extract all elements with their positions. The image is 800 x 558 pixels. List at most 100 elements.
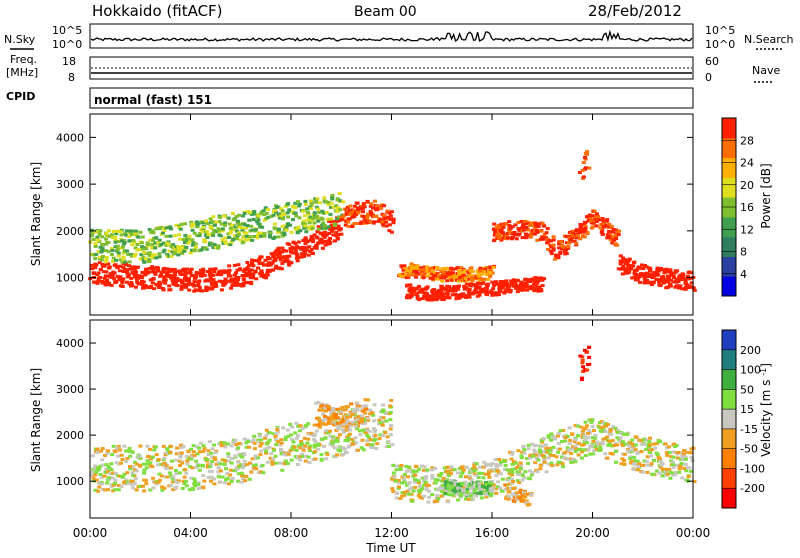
scatter-cell — [109, 484, 114, 488]
scatter-cell — [542, 458, 547, 462]
scatter-cell — [523, 470, 528, 474]
scatter-cell — [686, 277, 691, 281]
scatter-cell — [264, 216, 269, 220]
scatter-cell — [341, 430, 346, 434]
scatter-cell — [234, 215, 239, 219]
scatter-cell — [669, 272, 674, 276]
scatter-cell — [676, 451, 681, 454]
scatter-cell — [595, 447, 599, 451]
scatter-cell — [652, 459, 656, 462]
scatter-cell — [515, 470, 520, 474]
scatter-cell — [328, 418, 333, 422]
scatter-cell — [371, 413, 376, 417]
scatter-cell — [358, 206, 363, 210]
scatter-cell — [526, 278, 531, 282]
scatter-cell — [302, 248, 306, 252]
scatter-cell — [296, 227, 301, 231]
scatter-cell — [497, 287, 502, 291]
scatter-cell — [335, 217, 339, 221]
scatter-cell — [185, 236, 190, 240]
scatter-cell — [306, 455, 311, 459]
scatter-cell — [259, 234, 263, 238]
scatter-cell — [179, 249, 184, 253]
scatter-cell — [211, 273, 215, 277]
scatter-cell — [491, 287, 496, 291]
scatter-cell — [280, 468, 285, 472]
scatter-cell — [320, 209, 325, 213]
scatter-cell — [290, 446, 295, 450]
scatter-cell — [477, 485, 482, 488]
scatter-cell — [683, 281, 688, 285]
scatter-cell — [191, 222, 195, 226]
scatter-cell — [176, 248, 181, 252]
scatter-cell — [475, 286, 480, 290]
scatter-cell — [590, 444, 595, 448]
scatter-cell — [241, 240, 246, 244]
scatter-cell — [416, 479, 421, 483]
scatter-cell — [115, 474, 120, 478]
scatter-cell — [594, 220, 599, 223]
scatter-cell — [280, 261, 285, 265]
scatter-cell — [345, 211, 350, 215]
scatter-cell — [317, 425, 322, 429]
scatter-cell — [183, 234, 188, 238]
scatter-cell — [314, 205, 319, 209]
scatter-cell — [138, 484, 143, 488]
scatter-cell — [583, 152, 588, 155]
scatter-cell — [426, 484, 431, 487]
scatter-cell — [432, 292, 437, 296]
scatter-cell — [275, 230, 280, 234]
scatter-cell — [415, 265, 420, 269]
scatter-cell — [457, 277, 462, 281]
scatter-cell — [513, 223, 518, 227]
scatter-cell — [564, 235, 569, 239]
scatter-cell — [312, 445, 317, 449]
scatter-cell — [396, 478, 401, 482]
scatter-cell — [507, 482, 512, 486]
scatter-cell — [343, 408, 348, 412]
scatter-cell — [464, 286, 469, 290]
scatter-cell — [491, 483, 496, 487]
scatter-cell — [456, 279, 461, 283]
scatter-cell — [555, 463, 560, 467]
scatter-cell — [680, 287, 685, 291]
scatter-cell — [345, 416, 349, 419]
scatter-cell — [242, 437, 247, 441]
scatter-cell — [496, 236, 501, 240]
scatter-cell — [487, 483, 492, 487]
scatter-cell — [188, 251, 193, 255]
scatter-cell — [541, 237, 546, 241]
scatter-cell — [668, 270, 673, 274]
scatter-cell — [349, 212, 354, 216]
scatter-cell — [97, 485, 102, 489]
scatter-cell — [242, 231, 247, 235]
scatter-cell — [272, 251, 277, 255]
scatter-cell — [95, 235, 100, 239]
scatter-cell — [668, 470, 673, 474]
scatter-cell — [585, 368, 590, 372]
scatter-cell — [107, 476, 112, 480]
scatter-cell — [348, 424, 353, 428]
scatter-cell — [262, 232, 267, 236]
scatter-cell — [314, 235, 319, 239]
scatter-cell — [458, 484, 463, 488]
scatter-cell — [317, 419, 322, 423]
scatter-cell — [583, 448, 588, 452]
scatter-cell — [453, 286, 458, 290]
scatter-cell — [524, 232, 529, 236]
scatter-cell — [102, 474, 107, 478]
scatter-cell — [278, 449, 283, 453]
scatter-cell — [144, 482, 149, 486]
scatter-cell — [498, 226, 503, 229]
scatter-cell — [180, 281, 184, 285]
scatter-cell — [605, 456, 610, 460]
scatter-cell — [629, 445, 634, 448]
velocity-colorbar-label: Velocity [m s -1] — [759, 363, 774, 457]
scatter-cell — [294, 421, 299, 425]
scatter-cell — [176, 245, 181, 249]
scatter-cell — [202, 273, 207, 277]
scatter-cell — [414, 469, 419, 473]
scatter-cell — [216, 227, 221, 231]
scatter-cell — [115, 274, 120, 278]
scatter-cell — [112, 277, 117, 281]
